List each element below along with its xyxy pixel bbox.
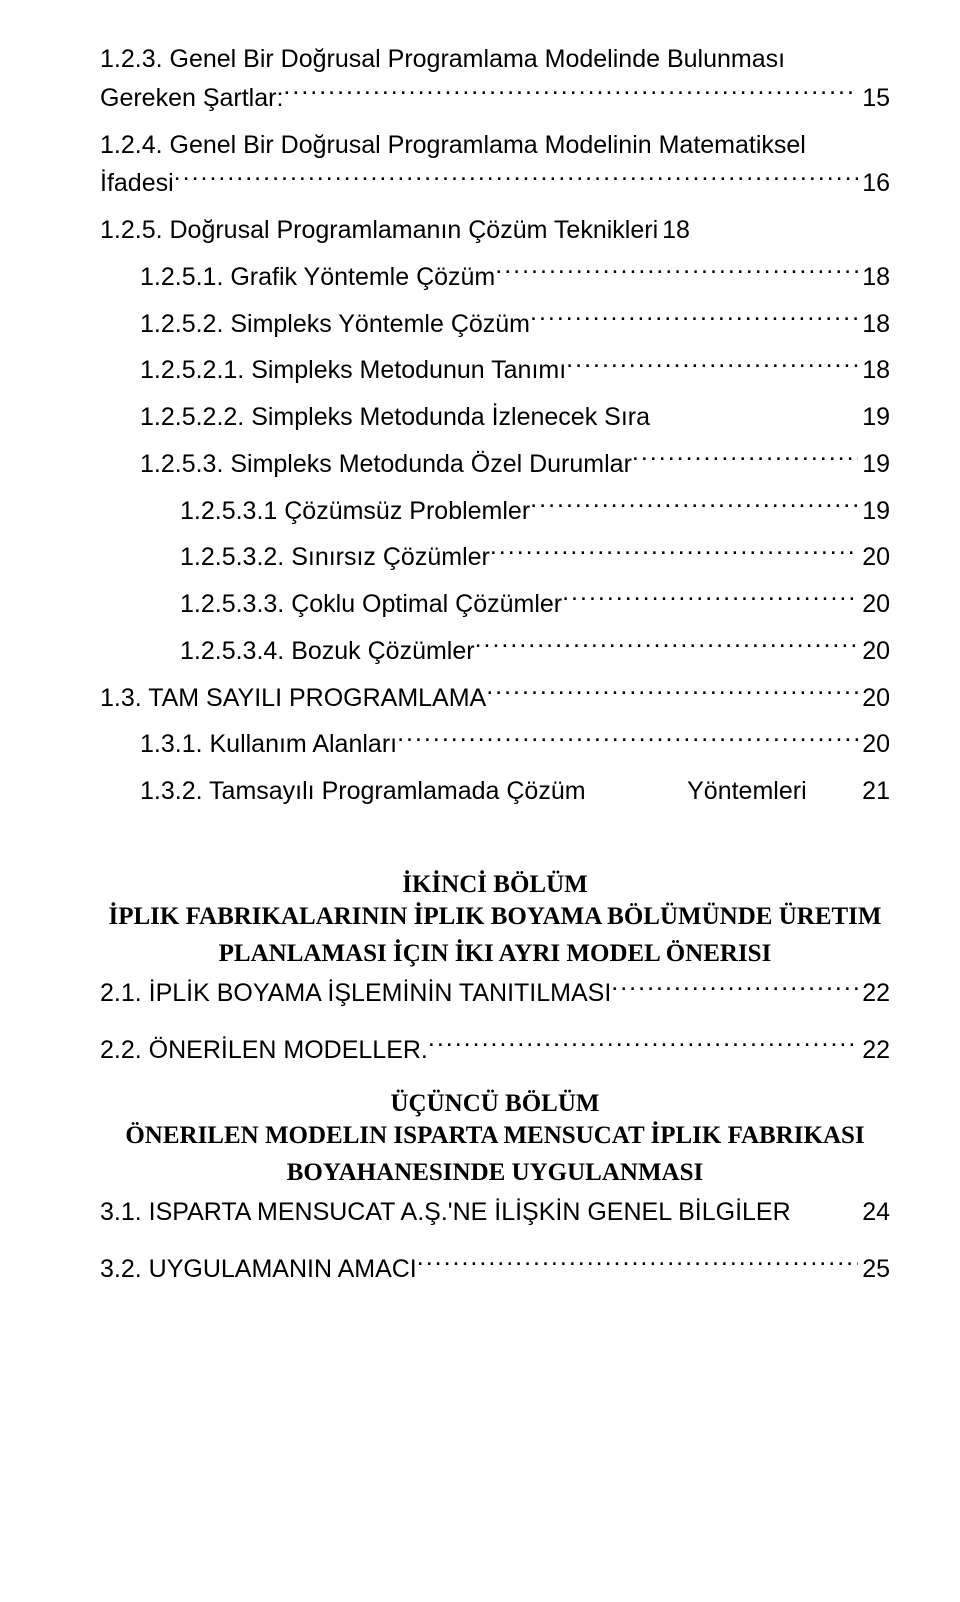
toc-entry-title-line1: 1.2.3. Genel Bir Doğrusal Programlama Mo… (100, 40, 890, 79)
toc-entry-title-line2: Gereken Şartlar: (100, 79, 283, 118)
toc-entry-title: 1.2.5.3.2. Sınırsız Çözümler (180, 538, 490, 577)
toc-entry-title: 1.3. TAM SAYILI PROGRAMLAMA (100, 679, 486, 718)
toc-entry: 2.2. ÖNERİLEN MODELLER. 22 (100, 1031, 890, 1070)
toc-entry: 1.2.5.3.4. Bozuk Çözümler 20 (100, 632, 890, 671)
section-3-subtitle-line1: ÖNERILEN MODELIN ISPARTA MENSUCAT İPLIK … (100, 1120, 890, 1153)
toc-entry-title: 1.3.1. Kullanım Alanları (140, 725, 397, 764)
toc-entry: 1.2.5.2. Simpleks Yöntemle Çözüm 18 (100, 305, 890, 344)
toc-leader-dots (283, 81, 858, 106)
toc-entry-title: 3.2. UYGULAMANIN AMACI (100, 1250, 417, 1289)
toc-entry-page: 19 (858, 445, 890, 484)
toc-entry-title: 1.2.5.3.1 Çözümsüz Problemler (180, 492, 530, 531)
toc-leader-dots (530, 494, 858, 519)
section-2-subtitle-line2: PLANLAMASI İÇIN İKI AYRI MODEL ÖNERISI (100, 938, 890, 971)
toc-entry: 1.2.3. Genel Bir Doğrusal Programlama Mo… (100, 40, 890, 118)
toc-leader-dots (428, 1033, 858, 1058)
toc-entry-page: 24 (862, 1193, 890, 1232)
toc-entry: 1.2.4. Genel Bir Doğrusal Programlama Mo… (100, 126, 890, 204)
toc-leader-dots (566, 353, 858, 378)
toc-entry-title: 3.1. ISPARTA MENSUCAT A.Ş.'NE İLİŞKİN GE… (100, 1193, 811, 1232)
toc-entry-title: 1.2.5.1. Grafik Yöntemle Çözüm (140, 258, 495, 297)
table-of-contents: 1.2.3. Genel Bir Doğrusal Programlama Mo… (100, 40, 890, 811)
toc-entry-page: 20 (858, 538, 890, 577)
toc-entry: 1.2.5.1. Grafik Yöntemle Çözüm 18 (100, 258, 890, 297)
toc-entry-page: 22 (858, 1031, 890, 1070)
toc-entry: 2.1. İPLİK BOYAMA İŞLEMİNİN TANITILMASI … (100, 974, 890, 1013)
section-3-subtitle-line2: BOYAHANESINDE UYGULANMASI (100, 1157, 890, 1190)
toc-entry: 1.3. TAM SAYILI PROGRAMLAMA 20 (100, 679, 890, 718)
toc-entry-page: 20 (858, 585, 890, 624)
toc-leader-dots (174, 166, 859, 191)
toc-entry-line2: İfadesi 16 (100, 164, 890, 203)
toc-entry: 1.2.5.2.1. Simpleks Metodunun Tanımı 18 (100, 351, 890, 390)
toc-entry-title: 1.2.5.2. Simpleks Yöntemle Çözüm (140, 305, 530, 344)
toc-entry-page: 20 (858, 632, 890, 671)
toc-leader-dots (562, 587, 858, 612)
toc-leader-dots (632, 447, 858, 472)
spacer (100, 819, 890, 869)
toc-entry-line2: Gereken Şartlar: 15 (100, 79, 890, 118)
toc-leader-dots (397, 727, 858, 752)
toc-entry: 1.3.2. Tamsayılı Programlamada Çözüm Yönt… (100, 772, 890, 811)
toc-leader-dots (475, 634, 859, 659)
toc-entry-page: 16 (858, 164, 890, 203)
toc-entry-page: 18 (658, 211, 690, 250)
toc-entry-title: 1.3.2. Tamsayılı Programlamada Çözüm (140, 772, 606, 811)
toc-entry: 1.2.5.3. Simpleks Metodunda Özel Durumla… (100, 445, 890, 484)
toc-entry: 1.2.5.3.2. Sınırsız Çözümler 20 (100, 538, 890, 577)
toc-leader-dots (490, 540, 858, 565)
toc-entry-title: 1.2.5.3.4. Bozuk Çözümler (180, 632, 475, 671)
toc-leader-dots (486, 681, 858, 706)
toc-entry: 1.2.5. Doğrusal Programlamanın Çözüm Tek… (100, 211, 890, 250)
toc-entry: 1.3.1. Kullanım Alanları 20 (100, 725, 890, 764)
toc-entry-page: Yöntemleri 21 (687, 772, 890, 811)
toc-entry-title: 1.2.5. Doğrusal Programlamanın Çözüm Tek… (100, 211, 658, 250)
section-3-heading: ÜÇÜNCÜ BÖLÜM (100, 1088, 890, 1121)
toc-entry: 3.2. UYGULAMANIN AMACI 25 (100, 1250, 890, 1289)
toc-entry-page: 20 (858, 725, 890, 764)
toc-entry-page: 18 (858, 305, 890, 344)
toc-entry-title: 1.2.5.3. Simpleks Metodunda Özel Durumla… (140, 445, 632, 484)
toc-leader-dots (417, 1252, 858, 1277)
toc-entry-page: 19 (862, 398, 890, 437)
toc-entry-page: 22 (858, 974, 890, 1013)
spacer (100, 1078, 890, 1088)
toc-entry-page: 25 (858, 1250, 890, 1289)
toc-entry-title: 1.2.5.3.3. Çoklu Optimal Çözümler (180, 585, 562, 624)
toc-entry-title: 2.1. İPLİK BOYAMA İŞLEMİNİN TANITILMASI (100, 974, 611, 1013)
toc-leader-dots (611, 976, 858, 1001)
toc-entry-page: 18 (858, 351, 890, 390)
section-2-subtitle-line1: İPLIK FABRIKALARININ İPLIK BOYAMA BÖLÜMÜ… (100, 901, 890, 934)
toc-entry-title: 2.2. ÖNERİLEN MODELLER. (100, 1031, 428, 1070)
toc-entry-page: 19 (858, 492, 890, 531)
toc-leader-dots (530, 307, 858, 332)
toc-entry: 1.2.5.3.1 Çözümsüz Problemler 19 (100, 492, 890, 531)
toc-entry-page: 18 (858, 258, 890, 297)
toc-entry-title-line2: İfadesi (100, 164, 174, 203)
spacer (100, 1021, 890, 1031)
toc-entry-page: 20 (858, 679, 890, 718)
toc-entry: 1.2.5.3.3. Çoklu Optimal Çözümler 20 (100, 585, 890, 624)
toc-leader-dots (495, 260, 858, 285)
section-2-heading: İKİNCİ BÖLÜM (100, 869, 890, 902)
toc-entry-page: 15 (858, 79, 890, 118)
toc-entry-title: 1.2.5.2.2. Simpleks Metodunda İzlenecek … (140, 398, 670, 437)
toc-entry: 3.1. ISPARTA MENSUCAT A.Ş.'NE İLİŞKİN GE… (100, 1193, 890, 1232)
toc-entry-title: 1.2.5.2.1. Simpleks Metodunun Tanımı (140, 351, 566, 390)
spacer (100, 1240, 890, 1250)
toc-entry-title-line1: 1.2.4. Genel Bir Doğrusal Programlama Mo… (100, 126, 890, 165)
toc-entry: 1.2.5.2.2. Simpleks Metodunda İzlenecek … (100, 398, 890, 437)
